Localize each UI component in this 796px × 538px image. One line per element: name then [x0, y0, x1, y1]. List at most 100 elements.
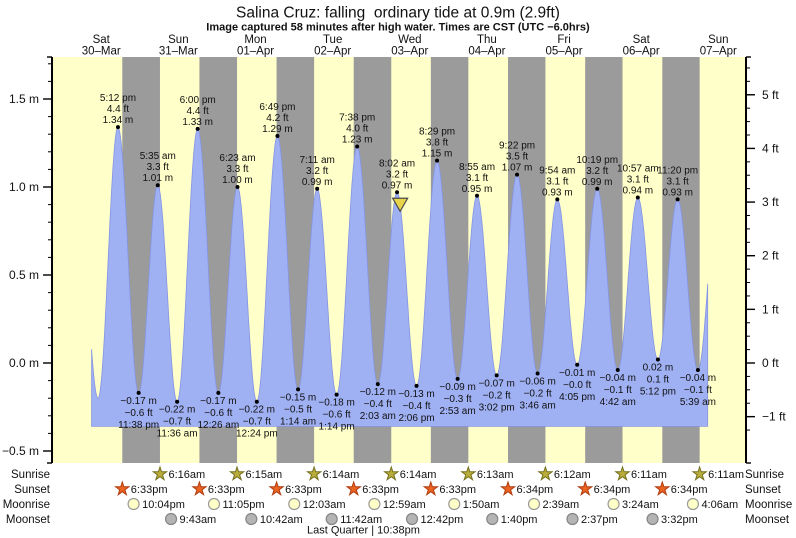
high-tide-label: 7:11 am — [299, 155, 334, 166]
page-title: Salina Cruz: falling ordinary tide at 0.… — [236, 5, 560, 22]
high-tide-label: 3.3 ft — [147, 162, 169, 173]
moonset-time: 2:37pm — [581, 514, 618, 526]
moonrise-time: 12:03am — [303, 499, 346, 511]
sunrise-icon — [151, 465, 169, 482]
tide-point-dot — [175, 399, 180, 404]
high-tide-label: 3.1 ft — [666, 176, 688, 187]
high-tide-label: 3.2 ft — [306, 166, 328, 177]
low-tide-label: −0.17 m — [120, 396, 156, 407]
day-label: Thu 04–Apr — [468, 34, 505, 58]
tide-point-dot — [216, 390, 221, 395]
tide-point-dot — [595, 186, 600, 191]
sunset-icon — [654, 480, 671, 496]
tide-point-dot — [555, 197, 560, 202]
moon-phase-note: Last Quarter | 10:38pm — [307, 525, 420, 537]
low-tide-label: −0.01 m — [559, 368, 595, 379]
low-tide-label: −0.6 ft — [125, 408, 153, 419]
high-tide-label: 10:19 pm — [576, 155, 618, 166]
sunrise-time: 6:11am — [708, 469, 744, 481]
moonset-icon — [646, 512, 659, 526]
sunset-icon — [114, 480, 131, 496]
sunset-icon — [422, 480, 440, 497]
low-tide-label: −0.1 ft — [684, 385, 712, 396]
tide-point-dot — [136, 390, 141, 395]
high-tide-label: 1.15 m — [422, 149, 453, 160]
high-tide-label: 0.97 m — [382, 180, 413, 191]
sunset-time: 6:33pm — [362, 484, 399, 496]
high-tide-label: 6:23 am — [219, 153, 255, 164]
moonset-time: 1:40pm — [501, 514, 538, 526]
low-tide-label: 4:05 pm — [559, 392, 595, 403]
high-tide-label: 4.4 ft — [107, 104, 129, 115]
row-label-right-sunrise: Sunrise — [745, 469, 784, 481]
sunrise-icon — [383, 465, 400, 482]
sunrise-icon — [460, 465, 477, 482]
low-tide-label: −0.3 ft — [444, 394, 472, 405]
high-tide-label: 0.95 m — [462, 184, 493, 195]
tide-point-dot — [535, 371, 540, 376]
sunset-icon — [576, 480, 594, 497]
low-tide-label: −0.04 m — [600, 373, 636, 384]
tide-point-dot — [315, 186, 320, 191]
sunset-time: 6:33pm — [208, 484, 245, 496]
low-tide-label: −0.04 m — [680, 373, 716, 384]
high-tide-label: 11:20 pm — [657, 165, 698, 176]
high-tide-label: 1.00 m — [222, 175, 253, 186]
high-tide-label: 1.29 m — [262, 124, 293, 135]
high-tide-label: 10:57 am — [617, 164, 659, 175]
moonrise-icon — [607, 497, 620, 511]
tide-point-dot — [395, 190, 400, 195]
high-tide-label: 3.1 ft — [627, 175, 649, 186]
tide-point-dot — [655, 357, 660, 362]
high-tide-label: 6:49 pm — [259, 102, 295, 113]
high-tide-label: 3.8 ft — [426, 138, 448, 149]
moonrise-icon — [368, 497, 381, 511]
high-tide-label: 3.5 ft — [506, 152, 528, 163]
low-tide-label: 5:12 pm — [640, 386, 676, 397]
moonrise-icon — [527, 497, 541, 511]
tide-point-dot — [375, 382, 380, 387]
low-tide-label: 0.02 m — [643, 362, 674, 373]
high-tide-label: 1.07 m — [502, 163, 533, 174]
low-tide-label: 4:42 am — [600, 397, 636, 408]
moonset-icon — [245, 512, 258, 526]
day-label: Sun 31–Mar — [159, 34, 198, 58]
high-tide-label: 9:54 am — [539, 165, 575, 176]
high-tide-label: 4.2 ft — [266, 113, 288, 124]
moonset-icon — [164, 512, 178, 526]
sunset-icon — [499, 480, 517, 497]
right-axis-label: 3 ft — [762, 195, 779, 209]
high-tide-label: 1.01 m — [142, 173, 173, 184]
low-tide-label: 2:53 am — [440, 406, 476, 417]
high-tide-label: 5:12 pm — [100, 93, 136, 104]
low-tide-label: −0.2 ft — [483, 390, 511, 401]
high-tide-label: 0.99 m — [302, 177, 333, 188]
sunrise-time: 6:13am — [477, 469, 514, 481]
low-tide-label: −0.12 m — [360, 387, 396, 398]
day-label: Sun 07–Apr — [700, 34, 737, 58]
tide-point-dot — [435, 158, 440, 163]
moonrise-time: 12:59am — [383, 499, 426, 511]
row-label-right-moonset: Moonset — [745, 514, 790, 526]
row-label-left-moonrise: Moonrise — [3, 499, 50, 511]
tide-point-dot — [475, 193, 480, 198]
sunrise-time: 6:11am — [631, 469, 667, 481]
day-label: Fri 05–Apr — [546, 34, 583, 58]
low-tide-label: −0.17 m — [200, 396, 236, 407]
moonset-time: 3:32pm — [661, 514, 698, 526]
low-tide-label: 3:02 pm — [479, 402, 515, 413]
low-tide-label: −0.1 ft — [604, 385, 632, 396]
moonrise-time: 4:06am — [701, 499, 738, 511]
low-tide-label: −0.0 ft — [563, 380, 591, 391]
right-axis-label: 0 ft — [762, 356, 779, 370]
right-axis-label: −1 ft — [762, 410, 786, 424]
high-tide-label: 0.94 m — [623, 186, 654, 197]
moonrise-time: 2:39am — [543, 499, 580, 511]
sunrise-icon — [305, 465, 323, 482]
moonrise-time: 1:50am — [463, 499, 500, 511]
sunset-time: 6:34pm — [517, 484, 554, 496]
moonrise-time: 11:05pm — [223, 499, 265, 511]
low-tide-label: 12:26 am — [197, 420, 239, 431]
page-subtitle: Image captured 58 minutes after high wat… — [206, 22, 590, 34]
row-label-right-moonrise: Moonrise — [745, 499, 792, 511]
